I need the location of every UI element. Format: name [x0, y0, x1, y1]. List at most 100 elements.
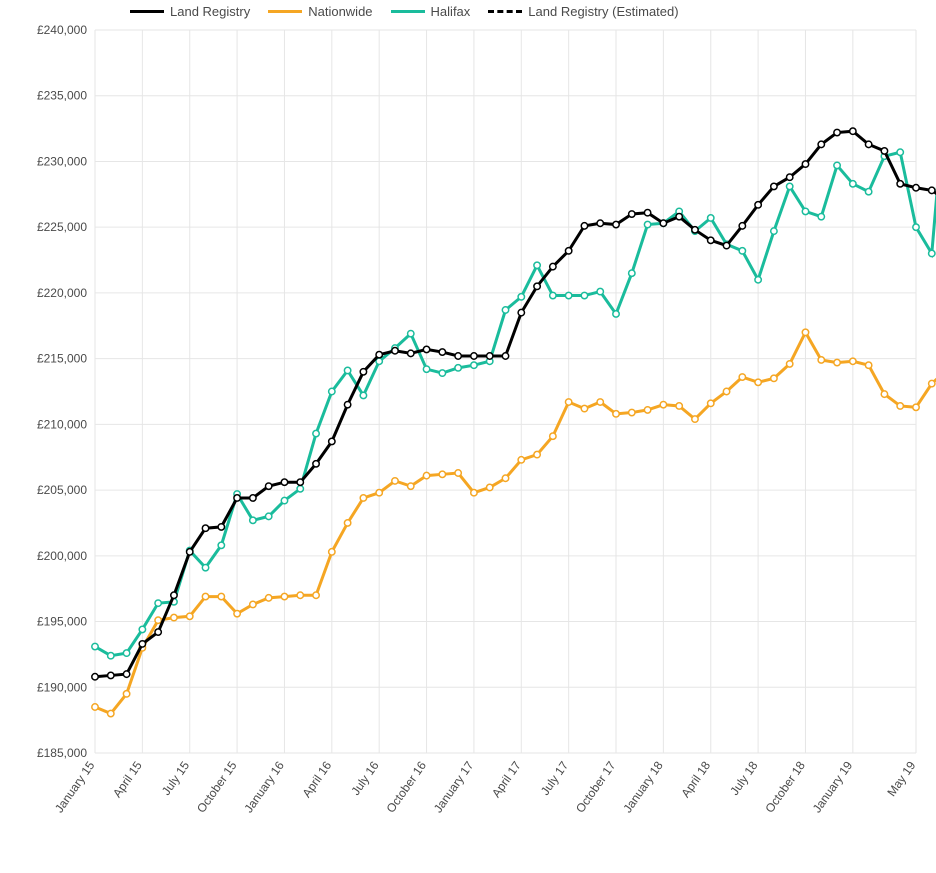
data-point	[123, 691, 129, 697]
data-point	[676, 403, 682, 409]
data-point	[155, 629, 161, 635]
data-point	[92, 704, 98, 710]
data-point	[123, 671, 129, 677]
data-point	[297, 479, 303, 485]
data-point	[929, 380, 935, 386]
x-tick-label: January 19	[810, 758, 856, 815]
data-point	[360, 392, 366, 398]
series-nationwide	[92, 329, 936, 717]
y-tick-label: £205,000	[37, 483, 87, 497]
data-point	[471, 490, 477, 496]
data-point	[123, 650, 129, 656]
data-point	[929, 187, 935, 193]
data-point	[865, 188, 871, 194]
data-point	[755, 202, 761, 208]
data-point	[708, 237, 714, 243]
data-point	[202, 593, 208, 599]
data-point	[471, 362, 477, 368]
data-point	[92, 674, 98, 680]
data-point	[834, 359, 840, 365]
y-tick-label: £215,000	[37, 352, 87, 366]
y-tick-label: £235,000	[37, 89, 87, 103]
data-point	[613, 221, 619, 227]
data-point	[392, 478, 398, 484]
data-point	[897, 149, 903, 155]
legend-swatch	[488, 10, 522, 13]
y-tick-label: £240,000	[37, 23, 87, 37]
data-point	[739, 374, 745, 380]
data-point	[155, 600, 161, 606]
data-point	[771, 375, 777, 381]
data-point	[202, 525, 208, 531]
data-point	[597, 220, 603, 226]
x-tick-label: January 15	[52, 758, 98, 815]
data-point	[755, 379, 761, 385]
data-point	[108, 710, 114, 716]
data-point	[187, 549, 193, 555]
data-point	[265, 483, 271, 489]
data-point	[786, 174, 792, 180]
data-point	[755, 277, 761, 283]
x-tick-label: October 15	[194, 758, 240, 815]
data-point	[897, 403, 903, 409]
data-point	[171, 592, 177, 598]
data-point	[439, 471, 445, 477]
data-point	[613, 311, 619, 317]
data-point	[708, 400, 714, 406]
data-point	[455, 353, 461, 359]
x-tick-label: October 17	[573, 758, 619, 815]
data-point	[550, 292, 556, 298]
data-point	[802, 208, 808, 214]
data-point	[250, 517, 256, 523]
x-tick-label: April 16	[299, 758, 334, 800]
legend-swatch	[391, 10, 425, 13]
data-point	[502, 307, 508, 313]
legend-label: Land Registry	[170, 4, 250, 19]
x-tick-label: October 16	[383, 758, 429, 815]
x-tick-label: January 17	[431, 758, 477, 815]
data-point	[92, 643, 98, 649]
y-tick-label: £230,000	[37, 154, 87, 168]
data-point	[692, 416, 698, 422]
data-point	[865, 141, 871, 147]
chart-svg: £185,000£190,000£195,000£200,000£205,000…	[0, 0, 936, 873]
data-point	[739, 223, 745, 229]
data-point	[313, 430, 319, 436]
data-point	[344, 520, 350, 526]
data-point	[818, 213, 824, 219]
data-point	[376, 351, 382, 357]
data-point	[581, 223, 587, 229]
data-point	[692, 227, 698, 233]
legend-item-nationwide: Nationwide	[268, 4, 372, 19]
data-point	[187, 613, 193, 619]
data-point	[155, 617, 161, 623]
data-point	[613, 411, 619, 417]
data-point	[534, 262, 540, 268]
legend: Land Registry Nationwide Halifax Land Re…	[0, 0, 679, 19]
data-point	[202, 564, 208, 570]
data-point	[408, 483, 414, 489]
data-point	[581, 405, 587, 411]
x-tick-label: May 19	[884, 758, 918, 799]
x-tick-label: April 15	[110, 758, 145, 800]
data-point	[297, 486, 303, 492]
data-point	[439, 370, 445, 376]
legend-swatch	[130, 10, 164, 13]
data-point	[739, 248, 745, 254]
data-point	[597, 288, 603, 294]
data-point	[408, 350, 414, 356]
data-point	[265, 513, 271, 519]
legend-item-land-registry-estimated: Land Registry (Estimated)	[488, 4, 678, 19]
data-point	[518, 309, 524, 315]
data-point	[834, 162, 840, 168]
data-point	[108, 672, 114, 678]
data-point	[171, 614, 177, 620]
data-point	[802, 161, 808, 167]
data-point	[802, 329, 808, 335]
data-point	[660, 220, 666, 226]
data-point	[376, 490, 382, 496]
data-point	[234, 610, 240, 616]
data-point	[329, 549, 335, 555]
data-point	[344, 367, 350, 373]
data-point	[629, 270, 635, 276]
